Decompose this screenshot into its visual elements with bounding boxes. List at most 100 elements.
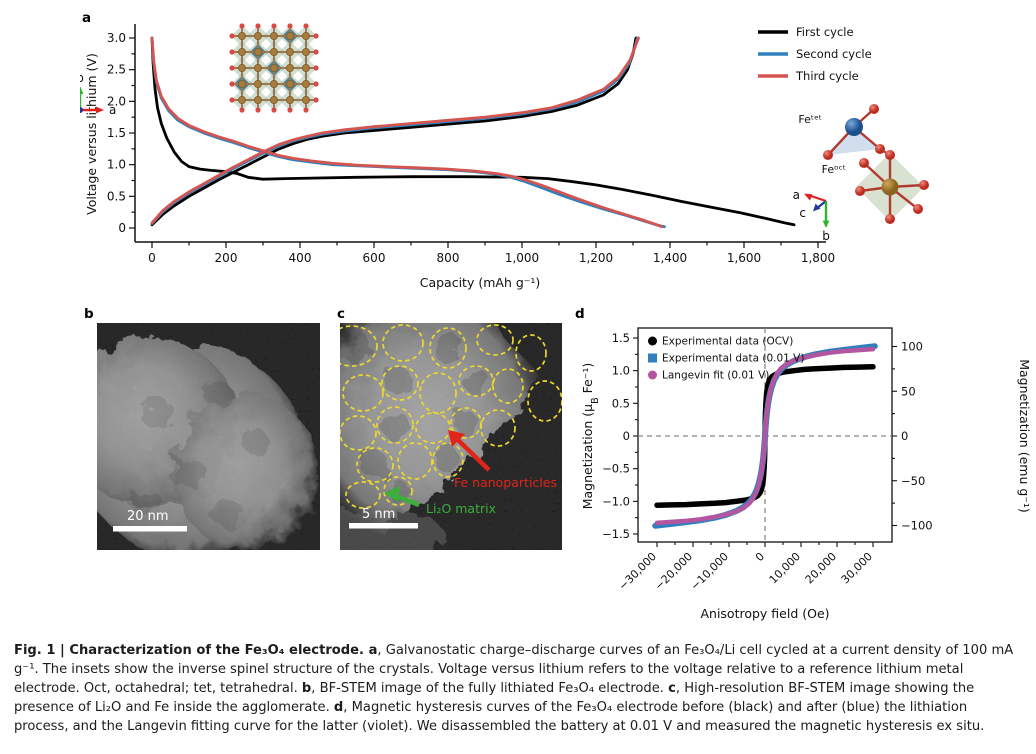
oxygen-atom xyxy=(255,23,261,29)
iron-atom xyxy=(253,64,262,73)
curve-first-cycle-discharge xyxy=(150,36,796,227)
y-tick-right-label: 100 xyxy=(901,340,923,354)
legend-marker xyxy=(648,370,657,380)
oxygen-atom xyxy=(313,97,319,103)
iron-atom xyxy=(253,32,262,40)
tetrahedron-face xyxy=(828,127,880,155)
panel-b-stem-image: 20 nm xyxy=(97,323,320,550)
y-tick-left-label: 0 xyxy=(623,429,630,443)
y-axis-title-left: Magnetization (μB Fe⁻¹) xyxy=(580,363,601,510)
panel-d-chart: −30,000−20,000−10,000 0 10,000 20,000 30,000… xyxy=(580,327,1032,621)
oxygen-atom xyxy=(287,23,293,29)
a-axis-arrowhead xyxy=(96,106,104,114)
nanoparticle-outline xyxy=(415,412,451,444)
curve-langevin-fit--0-01-v- xyxy=(654,346,876,526)
x-tick-label: 600 xyxy=(363,251,386,265)
nanoparticle-outline xyxy=(450,407,482,439)
c-axis-dot xyxy=(80,107,83,113)
panel-c-stem-image: Fe nanoparticles Li₂O matrix 5 nm xyxy=(340,323,562,550)
iron-atom xyxy=(302,32,311,40)
curve-first-cycle-charge xyxy=(150,36,638,227)
oxygen-atom xyxy=(823,150,833,160)
x-axis-title: Capacity (mAh g⁻¹) xyxy=(420,275,541,290)
nanoparticle-outline xyxy=(429,327,467,369)
legend-label: First cycle xyxy=(796,25,854,39)
nanoparticle-outline xyxy=(382,324,424,362)
curve-second-cycle-discharge xyxy=(150,36,666,229)
y-tick-left-label: 0.5 xyxy=(612,396,630,410)
panel-b-label: b xyxy=(84,306,94,322)
b-axis-arrowhead xyxy=(822,220,830,228)
legend-label: Second cycle xyxy=(796,47,872,61)
x-tick-label: 1,400 xyxy=(653,251,687,265)
oxygen-atom xyxy=(919,180,929,190)
iron-atom xyxy=(302,80,311,89)
fe-nanoparticles-label: Fe nanoparticles xyxy=(454,475,557,490)
caption-segment: Fig. 1 | Characterization of the Fe₃O₄ e… xyxy=(14,643,369,658)
x-tick-label: 30,000 xyxy=(839,550,875,586)
nanoparticle-outline xyxy=(342,374,384,412)
li2o-matrix-label: Li₂O matrix xyxy=(426,501,496,516)
y-tick-right-label: 50 xyxy=(901,384,916,398)
y-tick-label: 0 xyxy=(118,221,126,235)
caption-segment: , Magnetic hysteresis curves of the Fe₃O… xyxy=(14,700,985,734)
iron-atom xyxy=(302,47,311,56)
y-tick-right-label: −50 xyxy=(901,474,925,488)
legend-marker xyxy=(648,353,657,363)
iron-atom xyxy=(237,64,246,73)
x-tick-label: −30,000 xyxy=(616,550,659,593)
figure-caption: Fig. 1 | Characterization of the Fe₃O₄ e… xyxy=(14,641,1024,736)
caption-segment: d xyxy=(333,700,344,715)
nanoparticle-outline xyxy=(527,380,562,422)
iron-atom xyxy=(237,80,246,89)
fe-tet-atom xyxy=(845,118,863,136)
b-axis-label: b xyxy=(80,71,84,85)
iron-atom xyxy=(270,47,279,56)
oxygen-atom xyxy=(229,97,235,103)
iron-atom xyxy=(270,80,279,89)
fe-oct-label: Feᵒᶜᵗ xyxy=(822,163,846,176)
nanoparticle-outline xyxy=(397,442,433,480)
caption-segment: , High-resolution BF-STEM image showing … xyxy=(14,681,975,715)
oxygen-atom xyxy=(303,23,309,29)
caption-segment: a xyxy=(368,643,378,658)
nanoparticle-outline xyxy=(340,415,377,451)
legend-marker xyxy=(648,336,657,346)
y-tick-label: 1.0 xyxy=(107,158,126,172)
iron-atom xyxy=(237,47,246,56)
fe-arrowhead xyxy=(448,430,465,447)
x-axis-title: Anisotropy field (Oe) xyxy=(700,606,829,621)
nanoparticle-outline xyxy=(476,324,514,356)
oxygen-atom xyxy=(287,107,293,113)
oxygen-atom xyxy=(885,150,895,160)
oxygen-atom xyxy=(255,107,261,113)
iron-atom xyxy=(286,47,295,56)
x-tick-label: 1,000 xyxy=(505,251,539,265)
x-tick-label: 10,000 xyxy=(767,550,803,586)
iron-atom xyxy=(286,64,295,73)
c-axis-label: c xyxy=(799,206,806,220)
iron-atom xyxy=(270,32,279,40)
y-tick-label: 0.5 xyxy=(107,189,126,203)
legend-label: Experimental data (OCV) xyxy=(662,336,793,348)
oxygen-atom xyxy=(229,81,235,87)
b-axis-arrowhead xyxy=(80,86,84,94)
nanoparticle-outline xyxy=(383,476,413,506)
x-tick-label: 1,200 xyxy=(579,251,613,265)
x-tick-label: 20,000 xyxy=(803,550,839,586)
fe-tet-label: Feᵗᵉᵗ xyxy=(798,113,822,126)
b-axis-label: b xyxy=(822,229,830,243)
nanoparticle-outline xyxy=(376,406,414,444)
nanoparticle-outline xyxy=(340,325,378,367)
nanoparticle-outline xyxy=(492,368,524,404)
oxygen-atom xyxy=(229,49,235,55)
y-axis-title: Voltage versus lithium (V) xyxy=(84,53,99,215)
oxygen-atom xyxy=(869,104,879,114)
iron-atom xyxy=(286,32,295,40)
curve-third-cycle-charge xyxy=(150,36,640,225)
iron-atom xyxy=(253,47,262,56)
panel-a-label: a xyxy=(82,10,92,26)
nanoparticle-outline xyxy=(381,365,419,401)
inset-spinel-lattice xyxy=(229,23,319,113)
